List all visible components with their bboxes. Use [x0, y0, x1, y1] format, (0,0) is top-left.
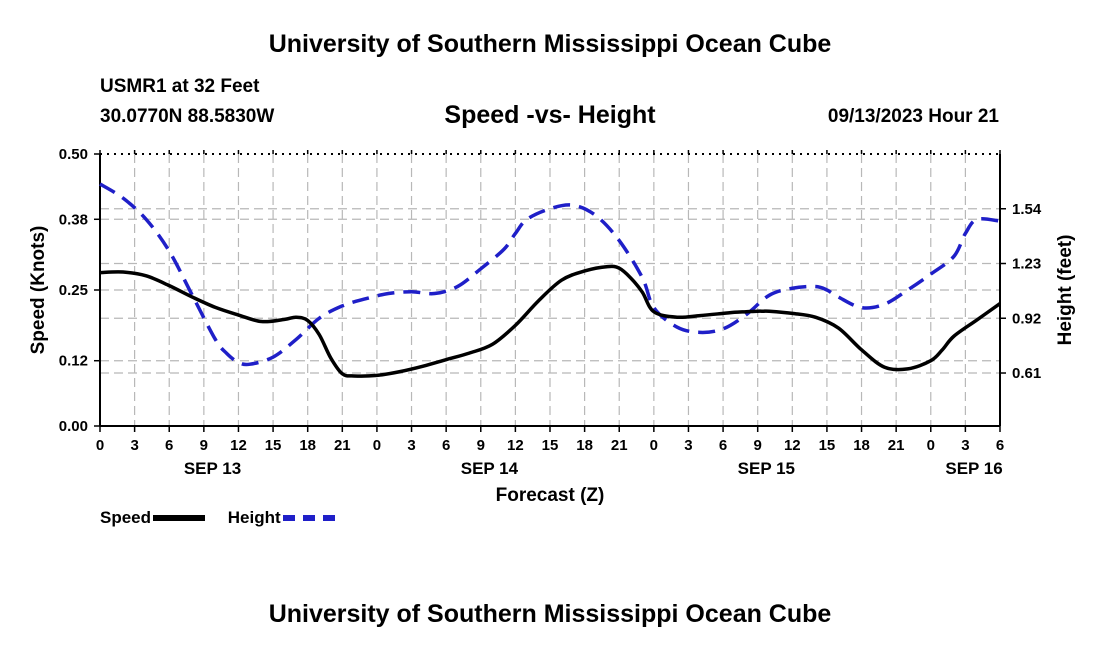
x-tick-label: 0: [650, 437, 658, 454]
axis-ticks: [94, 150, 1006, 432]
x-tick-label: 12: [784, 437, 801, 454]
x-tick-label: 0: [373, 437, 381, 454]
x-tick-label: 6: [996, 437, 1004, 454]
date-label: SEP 14: [461, 459, 519, 478]
y-axis-title: Speed (Knots): [28, 226, 49, 355]
y2-tick-label: 0.61: [1012, 365, 1041, 382]
legend-swatch-height: [282, 515, 335, 521]
y-tick-label: 0.38: [59, 211, 88, 228]
legend-label-height: Height: [227, 508, 281, 527]
x-tick-label: 12: [507, 437, 524, 454]
x-tick-label: 21: [334, 437, 351, 454]
y-tick-label: 0.12: [59, 353, 88, 370]
x-tick-label: 3: [961, 437, 969, 454]
x-tick-label: 12: [230, 437, 247, 454]
x-tick-label: 18: [576, 437, 593, 454]
y-tick-label: 0.50: [59, 146, 88, 163]
x-tick-label: 18: [853, 437, 870, 454]
x-tick-label: 3: [684, 437, 692, 454]
page-title: University of Southern Mississippi Ocean…: [268, 30, 832, 58]
y-tick-label: 0.25: [59, 282, 88, 299]
x-tick-label: 15: [265, 437, 282, 454]
x-tick-label: 3: [407, 437, 415, 454]
axis-labels: 0 3 6 9 12 15 18 21 0 3 6 9 12 15 18 21 0 3 6 9 12 15 18 21 0 3 6S…: [28, 146, 1076, 506]
y2-tick-label: 1.54: [1012, 201, 1042, 218]
chart-title: Speed -vs- Height: [444, 101, 656, 129]
y-tick-label: 0.00: [59, 418, 88, 435]
legend-item-height: Height: [228, 508, 335, 528]
x-tick-label: 21: [611, 437, 628, 454]
x-tick-label: 6: [442, 437, 450, 454]
x-tick-label: 15: [542, 437, 559, 454]
x-tick-label: 0: [96, 437, 104, 454]
y2-tick-label: 0.92: [1012, 310, 1041, 327]
x-tick-label: 9: [200, 437, 208, 454]
station-label: USMR1 at 32 Feet: [100, 76, 260, 97]
x-tick-label: 6: [719, 437, 727, 454]
grid-lines: [100, 154, 1000, 426]
legend-swatch-speed: [153, 515, 206, 521]
x-tick-label: 21: [888, 437, 905, 454]
x-tick-label: 9: [754, 437, 762, 454]
legend: Speed Height: [100, 508, 353, 528]
x-tick-label: 9: [477, 437, 485, 454]
date-label: SEP 16: [945, 459, 1002, 478]
forecast-datetime: 09/13/2023 Hour 21: [827, 106, 999, 127]
legend-item-speed: Speed: [100, 508, 206, 528]
date-label: SEP 13: [184, 459, 241, 478]
legend-label-speed: Speed: [100, 508, 152, 527]
station-coordinates: 30.0770N 88.5830W: [100, 106, 275, 127]
series-lines: [99, 182, 1002, 378]
x-tick-label: 0: [927, 437, 935, 454]
y2-axis-title: Height (feet): [1055, 235, 1076, 346]
x-axis-title: Forecast (Z): [496, 485, 605, 506]
series-line-speed: [99, 264, 1002, 378]
y2-tick-label: 1.23: [1012, 256, 1041, 273]
x-tick-label: 3: [130, 437, 138, 454]
footer-title: University of Southern Mississippi Ocean…: [268, 600, 832, 628]
x-tick-label: 15: [819, 437, 836, 454]
x-tick-label: 6: [165, 437, 173, 454]
date-label: SEP 15: [738, 459, 795, 478]
x-tick-label: 18: [299, 437, 316, 454]
